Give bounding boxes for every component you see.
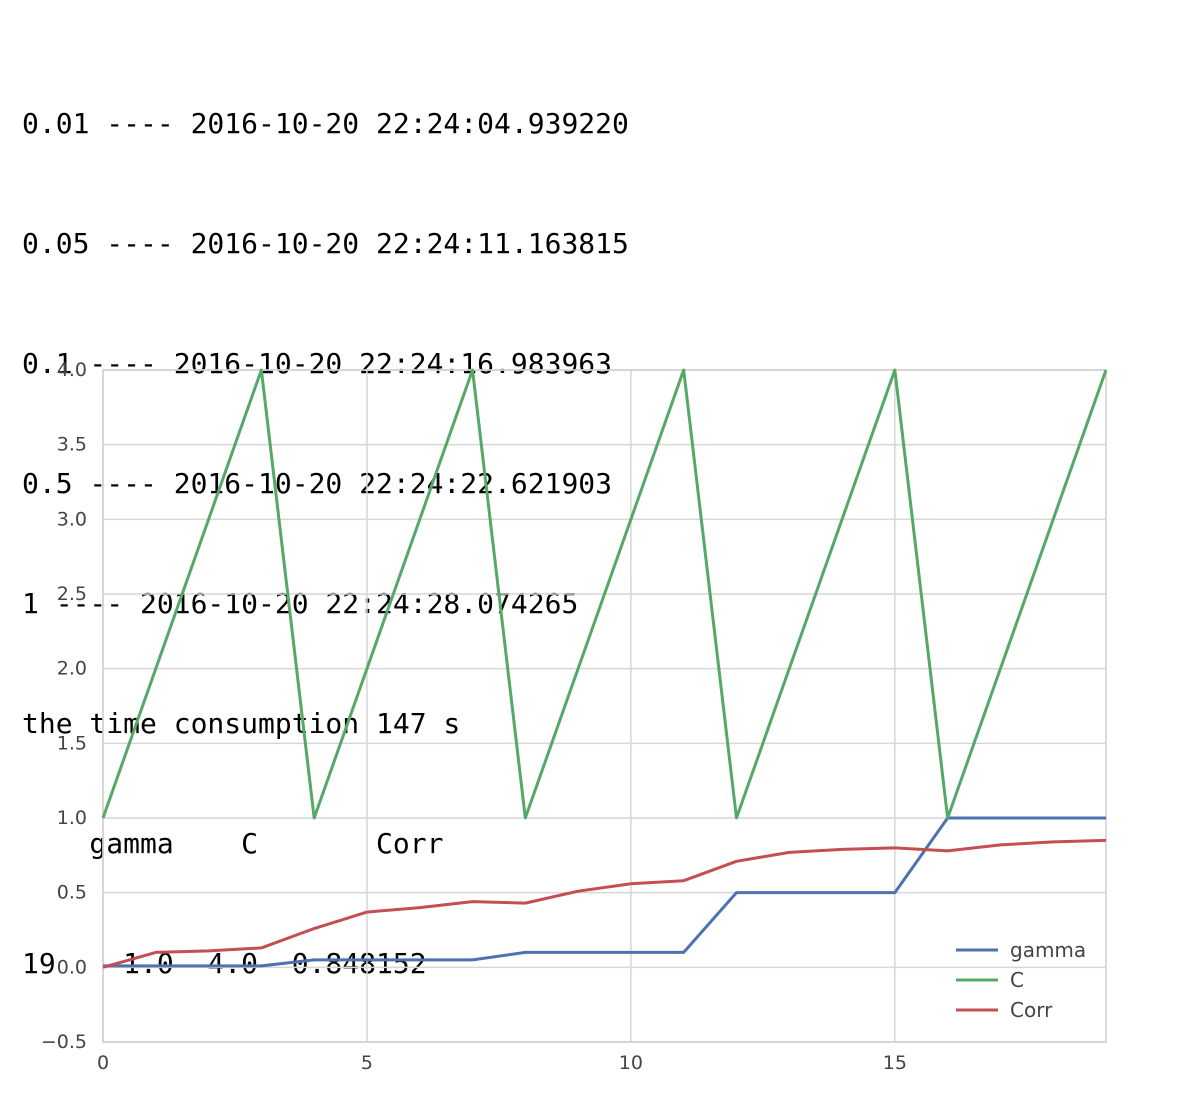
x-tick-label: 15 bbox=[883, 1052, 907, 1074]
y-tick-label: 2.5 bbox=[57, 583, 87, 605]
cell-output: 0.01 ---- 2016-10-20 22:24:04.939220 0.0… bbox=[22, 24, 629, 1024]
legend-label: C bbox=[1010, 968, 1024, 992]
x-tick-label: 10 bbox=[619, 1052, 643, 1074]
output-line: the time consumption 147 s bbox=[22, 707, 461, 740]
y-tick-label: 2.0 bbox=[57, 658, 87, 680]
line-chart: −0.5 0.0 0.5 1.0 1.5 2.0 2.5 3.0 3.5 4.0 0 5 10 15 ga… bbox=[41, 359, 1108, 1074]
legend-label: Corr bbox=[1010, 998, 1053, 1022]
axes: −0.5 0.0 0.5 1.0 1.5 2.0 2.5 3.0 3.5 4.0 0 5 10 15 bbox=[41, 359, 1107, 1074]
y-tick-label: 1.5 bbox=[57, 732, 87, 754]
series-line-c bbox=[101, 368, 1108, 820]
y-tick-label: 4.0 bbox=[57, 359, 87, 381]
dataframe-row: 19 1.0 4.0 0.848152 bbox=[22, 947, 427, 980]
y-tick-label: 1.0 bbox=[57, 807, 87, 829]
y-tick-label: 0.0 bbox=[57, 956, 87, 978]
y-tick-label: 3.5 bbox=[57, 434, 87, 456]
output-line: 0.05 ---- 2016-10-20 22:24:11.163815 bbox=[22, 227, 629, 260]
output-line: 0.1 ---- 2016-10-20 22:24:16.983963 bbox=[22, 347, 613, 380]
y-tick-label: 0.5 bbox=[57, 882, 87, 904]
grid bbox=[102, 369, 1106, 1043]
series-line-gamma bbox=[103, 816, 1106, 968]
series-group bbox=[101, 368, 1108, 969]
legend-label: gamma bbox=[1010, 938, 1086, 962]
output-line: 0.01 ---- 2016-10-20 22:24:04.939220 bbox=[22, 107, 629, 140]
series-line-corr bbox=[102, 838, 1107, 969]
plot-frame bbox=[102, 369, 1107, 1043]
y-tick-label: −0.5 bbox=[41, 1031, 87, 1053]
legend: gamma C Corr bbox=[956, 938, 1086, 1022]
x-tick-label: 5 bbox=[361, 1052, 373, 1074]
x-tick-label: 0 bbox=[97, 1052, 109, 1074]
y-tick-label: 3.0 bbox=[57, 508, 87, 530]
